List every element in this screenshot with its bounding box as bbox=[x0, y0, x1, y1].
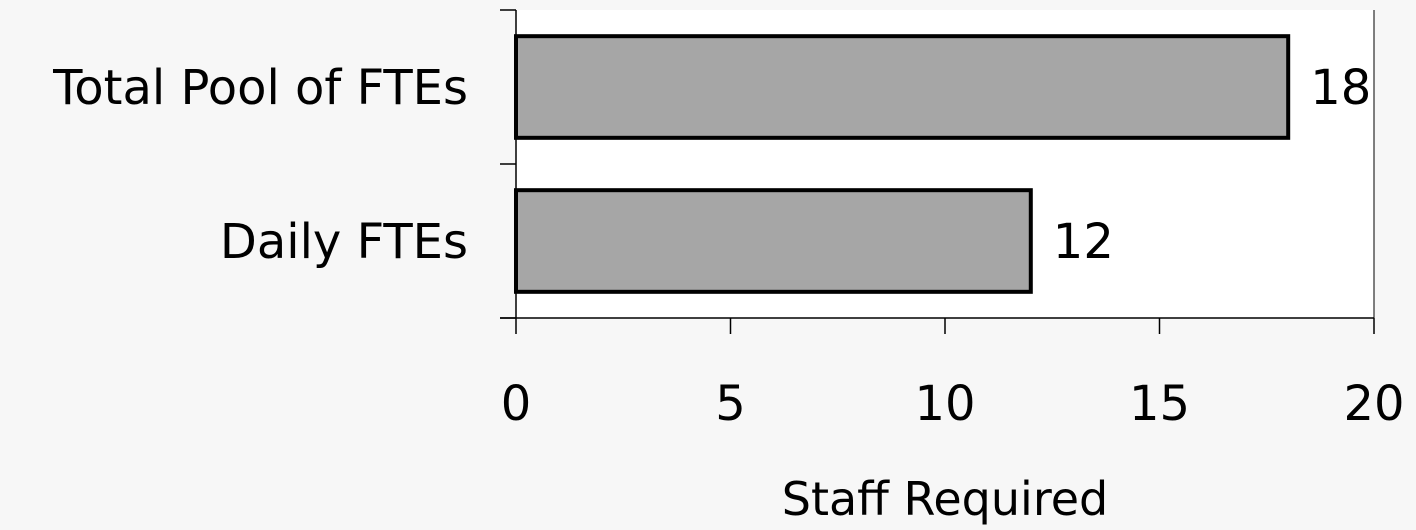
x-tick-label-3: 15 bbox=[1129, 376, 1190, 432]
data-label-1: 12 bbox=[1053, 214, 1114, 270]
data-label-0: 18 bbox=[1310, 60, 1371, 116]
x-tick-label-4: 20 bbox=[1343, 376, 1404, 432]
x-tick-label-1: 5 bbox=[715, 376, 746, 432]
category-label-0: Total Pool of FTEs bbox=[52, 60, 468, 116]
bar-1 bbox=[514, 188, 1033, 294]
bar-0 bbox=[514, 34, 1291, 140]
x-tick-label-0: 0 bbox=[501, 376, 532, 432]
x-tick-label-2: 10 bbox=[914, 376, 975, 432]
category-label-1: Daily FTEs bbox=[220, 214, 468, 270]
x-axis-title: Staff Required bbox=[782, 472, 1108, 526]
